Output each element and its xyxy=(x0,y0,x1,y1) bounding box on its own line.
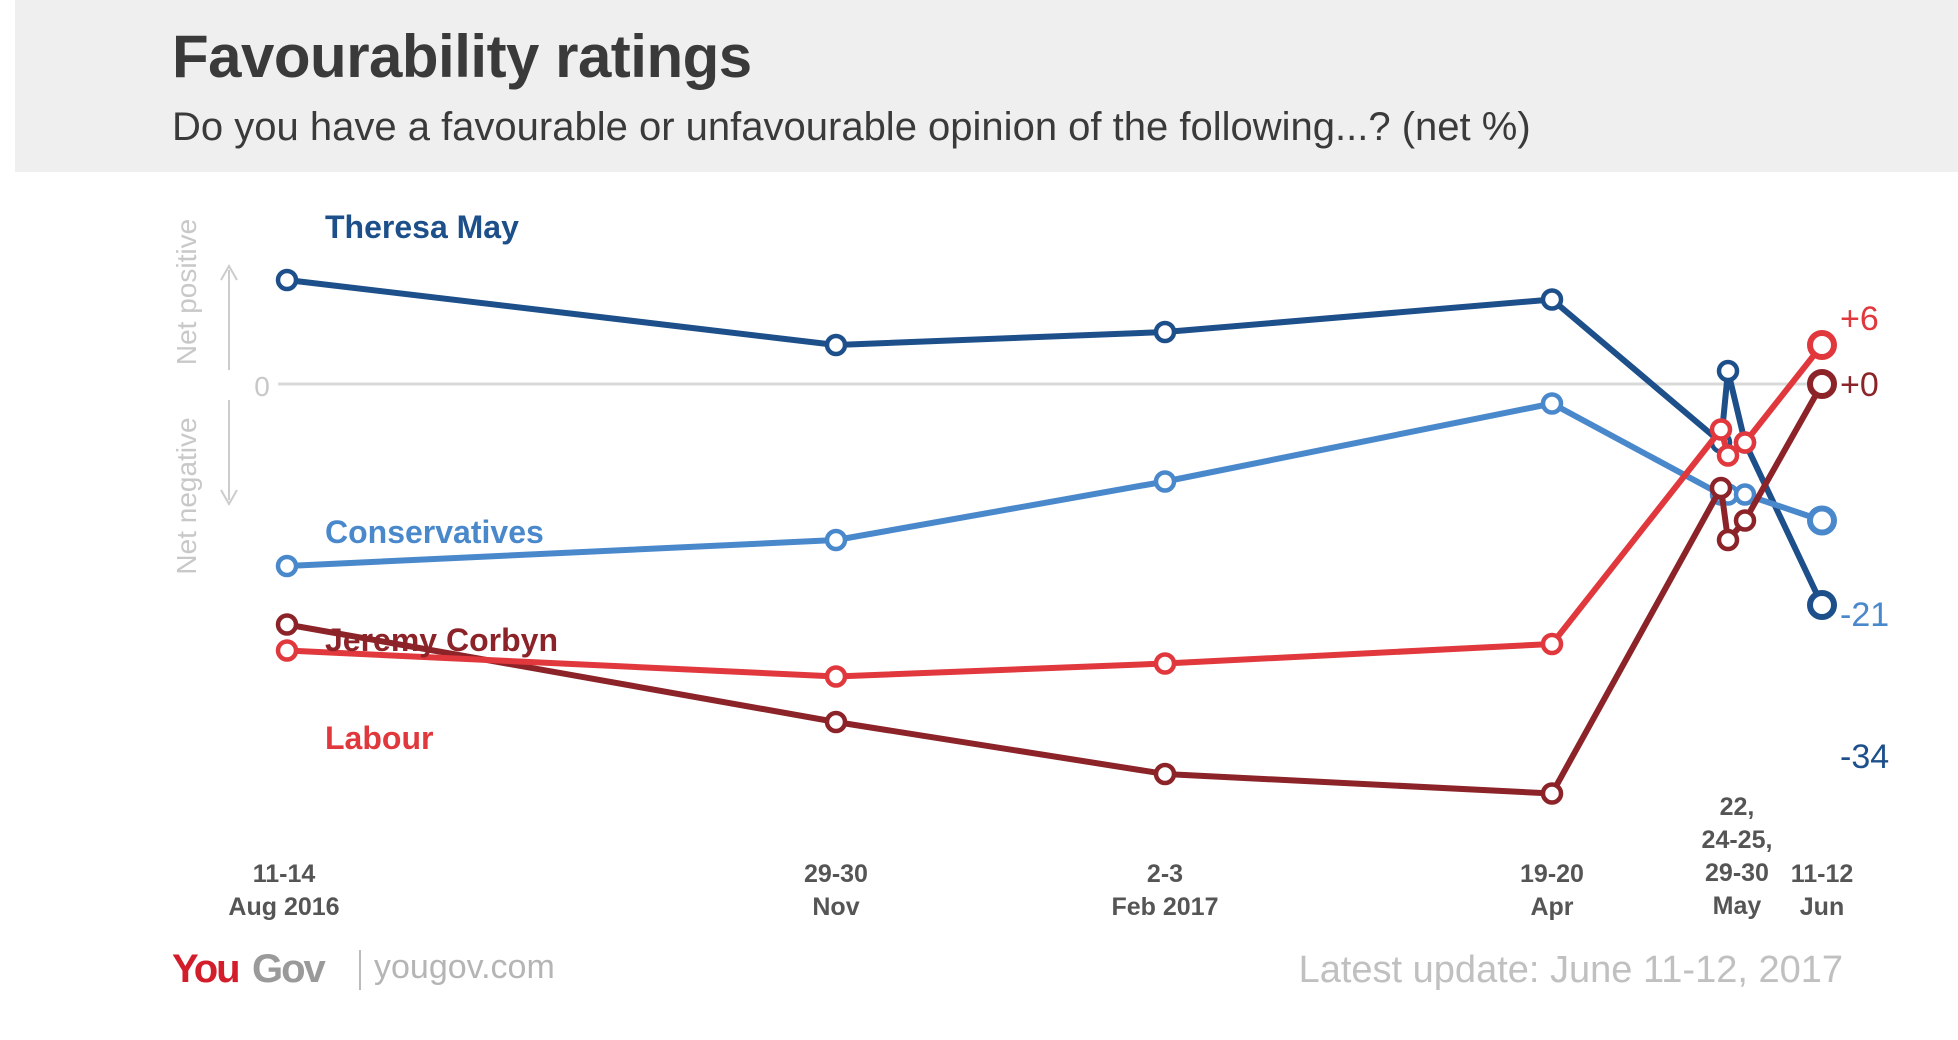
series-labour-point xyxy=(1709,418,1733,441)
x-tick-label: Jun xyxy=(1800,893,1844,921)
series-labour-point xyxy=(1807,330,1837,360)
up-arrow-icon xyxy=(220,263,238,281)
series-conservatives-point xyxy=(275,554,299,578)
series-jeremy-corbyn-point xyxy=(1709,476,1733,500)
latest-update: Latest update: June 11-12, 2017 xyxy=(1299,949,1843,991)
series-theresa-may-point xyxy=(1540,288,1564,311)
series-jeremy-corbyn-point xyxy=(824,710,848,734)
zero-label: 0 xyxy=(254,371,270,402)
series-labour-point xyxy=(1716,444,1740,467)
x-tick-label: 22, xyxy=(1720,793,1755,821)
series-conservatives-end-label: -21 xyxy=(1840,596,1889,634)
series-labour-point xyxy=(275,639,299,662)
series-theresa-may-point xyxy=(1716,359,1740,383)
x-tick-label: 11-12 xyxy=(1791,860,1854,888)
series-jeremy-corbyn-point xyxy=(275,613,299,636)
series-jeremy-corbyn-point xyxy=(1807,369,1837,399)
down-arrow-icon xyxy=(220,489,238,507)
series-theresa-may-point xyxy=(824,333,848,357)
chart-subtitle: Do you have a favourable or unfavourable… xyxy=(172,105,1531,149)
series-conservatives-point xyxy=(1153,470,1177,493)
header-band xyxy=(15,0,1958,172)
x-tick-label: Feb 2017 xyxy=(1111,893,1218,921)
series-theresa-may-point xyxy=(275,268,299,292)
x-tick-label: 29-30 xyxy=(1705,859,1769,887)
x-tick-label: 19-20 xyxy=(1520,860,1584,888)
series-jeremy-corbyn-point xyxy=(1540,782,1564,805)
series-jeremy-corbyn-end-label: +0 xyxy=(1840,366,1879,404)
series-jeremy-corbyn-point xyxy=(1716,528,1740,552)
yougov-logo-gov: Gov xyxy=(252,947,327,991)
series-conservatives-label: Conservatives xyxy=(325,514,544,550)
x-tick-label: Nov xyxy=(812,893,859,921)
yougov-logo-you: You xyxy=(172,947,239,991)
series-theresa-may-end-label: -34 xyxy=(1840,738,1889,776)
series-theresa-may-point xyxy=(1807,590,1837,620)
x-tick-label: 2-3 xyxy=(1147,860,1183,888)
series-conservatives-point xyxy=(1807,505,1837,536)
series-labour-point xyxy=(1153,652,1177,675)
chart-title: Favourability ratings xyxy=(172,23,752,90)
x-tick-label: 11-14 xyxy=(253,860,316,888)
x-tick-label: May xyxy=(1713,892,1762,920)
series-conservatives-point xyxy=(1733,483,1757,506)
series-labour-point xyxy=(1540,632,1564,656)
series-conservatives-point xyxy=(824,528,848,552)
net-negative-label: Net negative xyxy=(171,417,202,574)
series-labour-end-label: +6 xyxy=(1840,300,1879,338)
series-labour-point xyxy=(1733,431,1757,454)
series-jeremy-corbyn-label: Jeremy Corbyn xyxy=(325,622,558,658)
series-theresa-may-label: Theresa May xyxy=(325,209,519,245)
x-tick-label: Apr xyxy=(1530,893,1573,921)
series-labour-label: Labour xyxy=(325,720,433,756)
series-theresa-may-point xyxy=(1153,320,1177,344)
series-jeremy-corbyn-point xyxy=(1733,509,1757,532)
net-positive-label: Net positive xyxy=(171,219,202,365)
series-labour-point xyxy=(824,665,848,688)
series-jeremy-corbyn-point xyxy=(1153,762,1177,786)
site-url: yougov.com xyxy=(374,948,555,986)
series-conservatives-point xyxy=(1540,392,1564,415)
x-tick-label: 29-30 xyxy=(804,860,868,888)
x-tick-label: Aug 2016 xyxy=(228,893,339,921)
series-theresa-may-line xyxy=(286,277,1825,607)
x-tick-label: 24-25, xyxy=(1702,826,1773,854)
